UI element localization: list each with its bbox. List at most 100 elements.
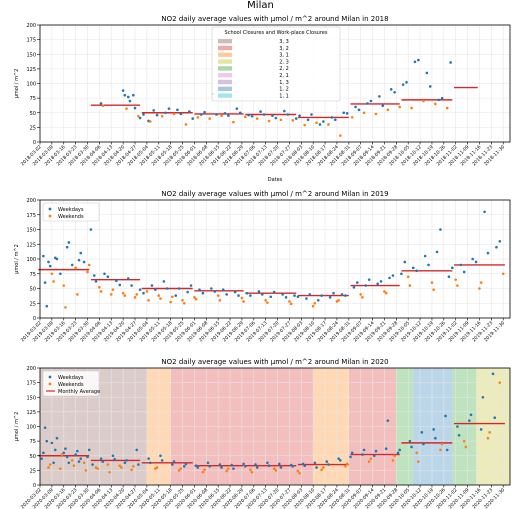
weekday-point (79, 251, 83, 255)
weekday-point (40, 457, 43, 460)
weekday-point (148, 461, 152, 465)
weekday-point (208, 464, 211, 468)
weekend-point (408, 284, 412, 287)
weekday-point (177, 287, 181, 290)
weekday-point (171, 463, 174, 466)
weekday-point (467, 419, 471, 422)
weekday-point (277, 462, 281, 466)
weekday-point (437, 98, 441, 102)
weekday-point (403, 260, 407, 264)
weekend-point (133, 296, 137, 299)
weekday-point (92, 274, 96, 277)
legend-label: 3, 3 (279, 39, 289, 45)
weekend-point (106, 463, 110, 466)
weekday-point (298, 114, 301, 117)
weekday-point (210, 287, 213, 290)
weekday-point (225, 293, 228, 296)
weekday-point (389, 88, 393, 91)
weekend-point (498, 381, 502, 384)
weekday-point (337, 457, 340, 460)
weekend-point (244, 115, 247, 119)
weekday-point (244, 464, 247, 468)
weekday-point (272, 290, 276, 294)
weekday-point (235, 107, 239, 110)
weekday-point (189, 284, 193, 287)
weekend-point (125, 107, 128, 110)
weekend-point (171, 295, 174, 299)
weekday-point (233, 290, 237, 294)
weekend-point (184, 123, 188, 126)
weekend-point (383, 290, 386, 293)
weekday-point (361, 453, 364, 456)
weekend-point (135, 293, 139, 296)
weekend-point (415, 451, 418, 455)
legend-swatch (218, 86, 232, 91)
weekend-point (501, 272, 505, 276)
y-tick-label: 50 (30, 111, 36, 117)
weekend-point (70, 459, 74, 462)
weekday-point (260, 293, 264, 296)
weekday-point (65, 245, 69, 249)
weekend-point (439, 448, 442, 452)
weekend-point (267, 119, 271, 123)
weekend-point (59, 467, 62, 470)
chart-panel-1: NO2 daily average values with μmol / m^2… (14, 15, 511, 183)
weekend-point (386, 108, 390, 112)
weekday-point (188, 110, 191, 113)
y-tick-label: 175 (26, 381, 36, 387)
weekday-point (296, 295, 300, 299)
weekend-point (181, 299, 184, 302)
weekday-point (223, 112, 227, 115)
legend-swatch (218, 39, 232, 44)
weekend-point (179, 467, 183, 470)
weekday-point (310, 113, 313, 116)
weekend-point (361, 296, 364, 299)
legend-box (42, 202, 100, 222)
weekday-point (388, 276, 391, 280)
weekend-point (121, 291, 125, 295)
weekend-point (60, 453, 64, 456)
weekday-point (52, 461, 55, 465)
weekend-point (454, 278, 458, 281)
weekday-point (67, 241, 71, 244)
weekday-point (162, 280, 166, 283)
weekend-point (384, 291, 388, 295)
y-tick-label: 50 (30, 287, 36, 293)
weekend-point (264, 299, 267, 302)
weekend-point (227, 467, 230, 470)
weekday-point (483, 210, 486, 214)
weekday-point (206, 461, 210, 465)
weekday-point (405, 81, 408, 84)
legend-swatch (218, 93, 232, 98)
weekday-point (237, 294, 240, 297)
weekend-point (410, 106, 413, 110)
weekday-point (147, 457, 150, 460)
legend-label: Weekdays (58, 207, 84, 213)
weekday-point (227, 114, 230, 117)
weekend-point (137, 114, 140, 118)
weekday-point (48, 264, 52, 268)
weekday-point (435, 250, 439, 254)
chart-title: NO2 daily average values with μmol / m^2… (161, 15, 388, 23)
y-tick-label: 200 (26, 23, 36, 29)
weekday-point (126, 277, 130, 280)
weekday-point (449, 61, 452, 64)
weekend-point (193, 296, 196, 299)
weekday-point (172, 460, 176, 463)
weekday-point (350, 451, 354, 455)
weekday-point (354, 105, 357, 109)
legend-marker (48, 375, 52, 379)
legend-label: 2, 2 (279, 66, 289, 72)
weekday-point (196, 466, 200, 469)
y-tick-label: 100 (26, 82, 36, 88)
weekend-point (430, 281, 434, 284)
weekend-point (464, 445, 468, 449)
weekday-point (425, 71, 429, 75)
weekday-point (427, 263, 430, 267)
weekend-point (182, 301, 186, 305)
weekday-point (249, 294, 252, 297)
weekday-point (308, 293, 312, 296)
weekday-point (328, 296, 332, 299)
weekend-point (120, 466, 123, 469)
